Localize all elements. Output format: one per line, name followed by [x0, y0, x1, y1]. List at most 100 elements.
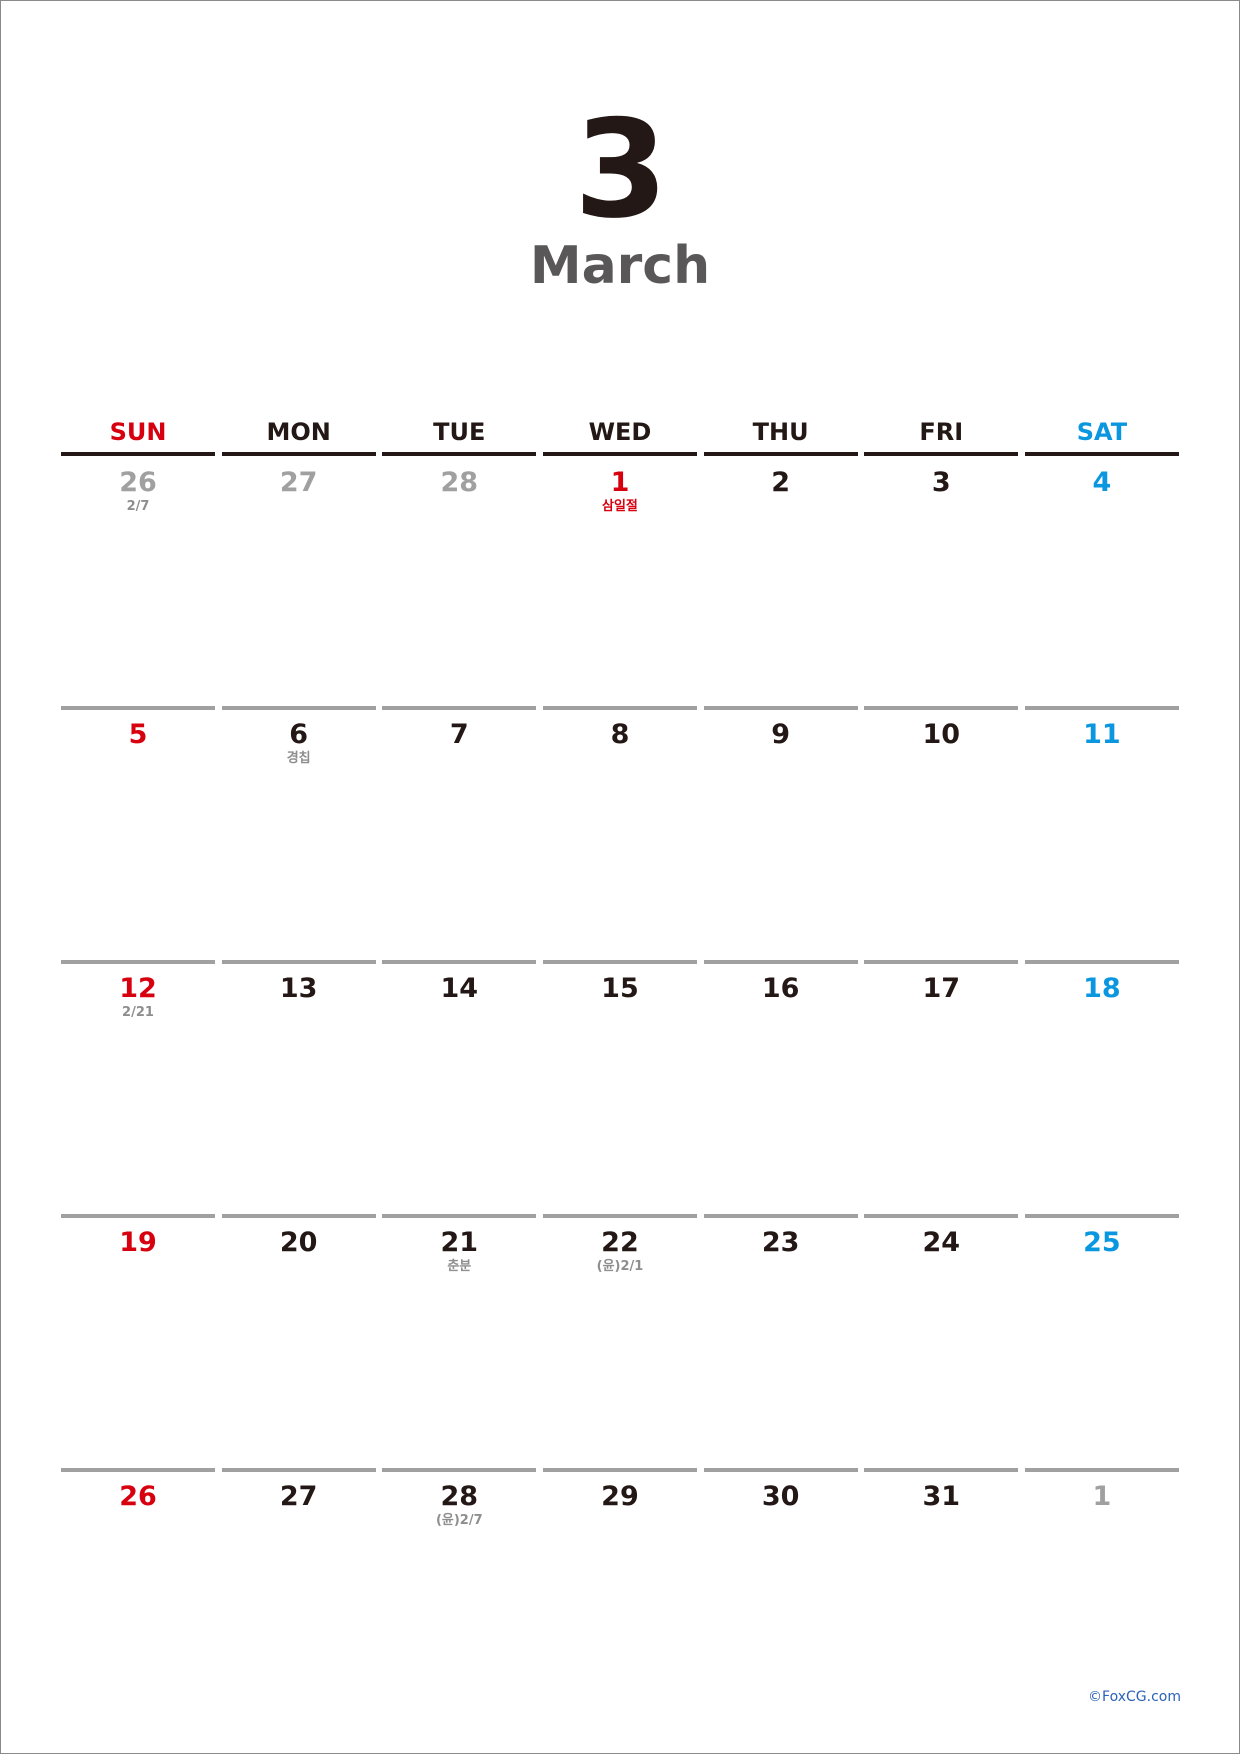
week-row: 5 6 경칩 7 8 9 10 11	[61, 706, 1179, 960]
week-row: 26 27 28 (윤)2/7 29 30 31 1	[61, 1468, 1179, 1722]
day-number: 28	[440, 1481, 479, 1512]
day-cell: 22 (윤)2/1	[542, 1214, 697, 1468]
day-number: 4	[1092, 467, 1112, 498]
day-number: 7	[449, 719, 469, 750]
day-cell: 27	[222, 456, 376, 706]
day-cell: 1	[1024, 1468, 1179, 1722]
month-number: 3	[574, 91, 668, 248]
day-cell: 17	[864, 960, 1019, 1214]
day-number: 26	[119, 1481, 157, 1512]
day-cell: 15	[542, 960, 697, 1214]
weeks-container: 26 2/7 27 28 1 삼일절 2 3 4 5 6 경칩 7 8 9 10 11 12 2/21 13 14 15 1…	[61, 456, 1179, 1722]
day-number: 27	[279, 467, 318, 498]
day-number: 5	[128, 719, 148, 750]
day-cell: 24	[864, 1214, 1019, 1468]
weekday-label-fri: FRI	[864, 412, 1019, 456]
day-cell: 14	[382, 960, 537, 1214]
day-cell: 13	[221, 960, 376, 1214]
day-number: 1	[1092, 1481, 1112, 1512]
week-row: 19 20 21 춘분 22 (윤)2/1 23 24 25	[61, 1214, 1179, 1468]
calendar-grid: SUN MON TUE WED THU FRI SAT 26 2/7 27 28 1 삼일절 2 3 4 5 6…	[61, 412, 1179, 1722]
day-number: 15	[601, 973, 639, 1004]
day-note: 2/21	[122, 1005, 154, 1020]
day-number: 1	[610, 467, 630, 498]
day-cell: 4	[1025, 456, 1179, 706]
day-cell: 6 경칩	[221, 706, 376, 960]
day-number: 25	[1083, 1227, 1121, 1258]
weekday-label-sat: SAT	[1024, 412, 1179, 456]
weekday-label-tue: TUE	[382, 412, 537, 456]
day-number: 14	[440, 973, 479, 1004]
day-number: 13	[279, 973, 318, 1004]
day-number: 24	[922, 1227, 961, 1258]
day-cell: 30	[703, 1468, 858, 1722]
day-number: 6	[289, 719, 309, 750]
day-number: 11	[1083, 719, 1121, 750]
calendar-header: 3 March	[0, 91, 1240, 297]
day-number: 8	[610, 719, 630, 750]
day-number: 22	[601, 1227, 639, 1258]
day-number: 10	[922, 719, 961, 750]
day-note: 경칩	[286, 751, 311, 766]
day-cell: 10	[864, 706, 1019, 960]
weekday-column: FRI	[864, 412, 1019, 456]
day-cell: 3	[864, 456, 1018, 706]
weekday-label-wed: WED	[542, 412, 697, 456]
day-number: 28	[440, 467, 479, 498]
day-cell: 26 2/7	[61, 456, 215, 706]
day-number: 19	[119, 1227, 157, 1258]
day-cell: 1 삼일절	[543, 456, 697, 706]
day-cell: 28 (윤)2/7	[382, 1468, 537, 1722]
day-note: (윤)2/1	[596, 1259, 644, 1274]
day-cell: 21 춘분	[382, 1214, 537, 1468]
day-number: 27	[279, 1481, 318, 1512]
weekday-label-mon: MON	[221, 412, 376, 456]
day-number: 18	[1083, 973, 1121, 1004]
weekday-label-thu: THU	[703, 412, 858, 456]
day-cell: 27	[221, 1468, 376, 1722]
day-number: 16	[761, 973, 800, 1004]
credit-text: ©FoxCG.com	[1088, 1689, 1181, 1705]
day-number: 31	[922, 1481, 961, 1512]
day-number: 20	[279, 1227, 318, 1258]
month-name: March	[529, 236, 711, 296]
day-cell: 29	[542, 1468, 697, 1722]
day-cell: 20	[221, 1214, 376, 1468]
day-note: (윤)2/7	[435, 1513, 483, 1528]
day-cell: 25	[1024, 1214, 1179, 1468]
weekday-column: SUN	[61, 412, 215, 456]
week-row: 12 2/21 13 14 15 16 17 18	[61, 960, 1179, 1214]
day-cell: 31	[864, 1468, 1019, 1722]
holiday-note: 삼일절	[602, 499, 638, 514]
day-cell: 16	[703, 960, 858, 1214]
day-number: 9	[771, 719, 791, 750]
day-cell: 23	[703, 1214, 858, 1468]
weekday-column: WED	[542, 412, 697, 456]
day-cell: 5	[61, 706, 215, 960]
day-cell: 19	[61, 1214, 215, 1468]
weekday-column: SAT	[1024, 412, 1179, 456]
weekday-header-row: SUN MON TUE WED THU FRI SAT	[61, 412, 1179, 456]
day-cell: 9	[703, 706, 858, 960]
week-row: 26 2/7 27 28 1 삼일절 2 3 4	[61, 456, 1179, 706]
day-cell: 11	[1024, 706, 1179, 960]
weekday-column: TUE	[382, 412, 537, 456]
day-cell: 28	[382, 456, 536, 706]
day-note: 춘분	[447, 1259, 472, 1274]
day-cell: 8	[542, 706, 697, 960]
weekday-column: MON	[221, 412, 376, 456]
day-number: 26	[119, 467, 157, 498]
weekday-column: THU	[703, 412, 858, 456]
day-cell: 18	[1024, 960, 1179, 1214]
day-note: 2/7	[126, 499, 150, 514]
day-number: 30	[761, 1481, 800, 1512]
day-number: 23	[761, 1227, 800, 1258]
day-cell: 26	[61, 1468, 215, 1722]
day-number: 2	[771, 467, 791, 498]
day-number: 29	[601, 1481, 639, 1512]
day-number: 21	[440, 1227, 479, 1258]
day-cell: 2	[704, 456, 858, 706]
weekday-label-sun: SUN	[61, 412, 215, 456]
day-number: 3	[931, 467, 951, 498]
day-cell: 12 2/21	[61, 960, 215, 1214]
